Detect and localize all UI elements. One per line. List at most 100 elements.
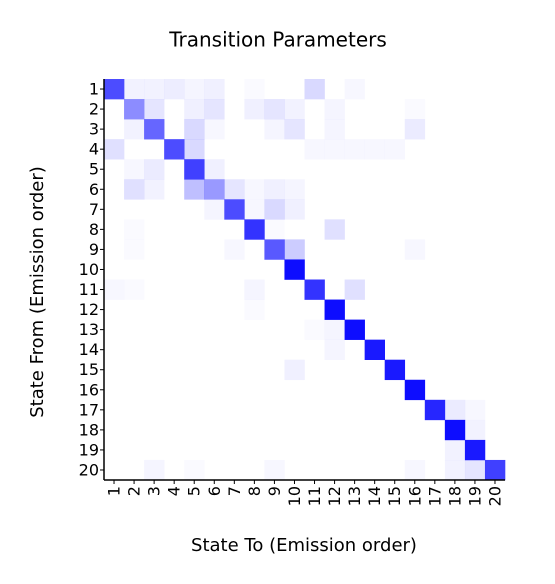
- heatmap-cell: [124, 420, 144, 440]
- heatmap-cell: [345, 440, 365, 460]
- heatmap-cell: [264, 460, 284, 480]
- heatmap-cell: [404, 119, 426, 140]
- heatmap-cell: [445, 259, 465, 279]
- heatmap-cell: [264, 360, 284, 380]
- heatmap-cell: [224, 239, 244, 259]
- heatmap-cell: [104, 79, 125, 100]
- heatmap-cell: [124, 440, 144, 460]
- heatmap-cell: [425, 119, 445, 139]
- heatmap-cell: [204, 440, 224, 460]
- heatmap-cell: [184, 219, 204, 239]
- heatmap-cell: [224, 460, 244, 480]
- heatmap-cell: [164, 259, 184, 279]
- heatmap-cell: [485, 159, 505, 179]
- heatmap-cell: [365, 79, 385, 99]
- heatmap-cell: [445, 159, 465, 179]
- heatmap-cell: [284, 159, 304, 179]
- heatmap-cell: [425, 300, 445, 320]
- heatmap-cell: [284, 359, 305, 381]
- heatmap-cell: [345, 460, 365, 480]
- heatmap-cell: [264, 79, 284, 99]
- heatmap-cell: [345, 340, 365, 360]
- x-tick-label: 1: [105, 486, 124, 496]
- heatmap-cell: [425, 99, 445, 119]
- heatmap-cell: [445, 139, 465, 159]
- heatmap-cell: [224, 420, 244, 440]
- heatmap-cell: [305, 360, 325, 380]
- heatmap-cell: [204, 159, 225, 180]
- heatmap-cell: [464, 439, 486, 461]
- heatmap-cell: [284, 239, 305, 260]
- x-tick-label: 5: [185, 486, 204, 496]
- heatmap-cell: [224, 159, 244, 179]
- heatmap-cell: [104, 239, 124, 259]
- heatmap-cell: [284, 340, 304, 360]
- heatmap-cell: [204, 99, 225, 120]
- heatmap-cell: [164, 380, 184, 400]
- heatmap-cell: [264, 139, 284, 159]
- heatmap-cell: [385, 420, 405, 440]
- x-tick-label: 19: [465, 486, 484, 506]
- x-tick-label: 8: [245, 486, 264, 496]
- heatmap-cell: [104, 400, 124, 420]
- y-tick-label: 4: [89, 140, 99, 159]
- heatmap-cell: [485, 119, 505, 139]
- heatmap-cell: [444, 399, 466, 421]
- heatmap-cell: [325, 139, 345, 159]
- heatmap-cell: [465, 280, 485, 300]
- heatmap-cell: [184, 440, 204, 460]
- heatmap-cell: [345, 259, 365, 279]
- heatmap-cell: [244, 159, 264, 179]
- y-tick-label: 1: [89, 80, 99, 99]
- x-tick-label: 10: [285, 486, 304, 506]
- x-tick-label: 13: [345, 486, 364, 506]
- heatmap-cell: [485, 420, 505, 440]
- heatmap-cell: [104, 159, 124, 179]
- x-tick-label: 17: [425, 486, 444, 506]
- heatmap-cell: [465, 380, 485, 400]
- heatmap-cell: [104, 179, 124, 199]
- heatmap-cell: [305, 380, 325, 400]
- heatmap-cell: [405, 300, 425, 320]
- heatmap-cell: [144, 320, 164, 340]
- heatmap-cell: [405, 320, 425, 340]
- heatmap-cell: [465, 239, 485, 259]
- heatmap-cell: [164, 199, 184, 219]
- heatmap-cell: [305, 99, 325, 119]
- heatmap-cell: [485, 79, 505, 99]
- x-tick-label: 15: [385, 486, 404, 506]
- heatmap-cell: [325, 199, 345, 219]
- x-tick-label: 18: [445, 486, 464, 506]
- heatmap-cell: [425, 139, 445, 159]
- y-tick-label: 16: [79, 380, 99, 399]
- x-tick-label: 7: [225, 486, 244, 496]
- x-tick-label: 14: [365, 486, 384, 506]
- heatmap-cell: [465, 219, 485, 239]
- heatmap-cell: [425, 199, 445, 219]
- heatmap-cell: [305, 179, 325, 199]
- heatmap-cell: [144, 79, 165, 100]
- heatmap-cell: [485, 239, 505, 259]
- heatmap-cell: [305, 159, 325, 179]
- heatmap-cell: [124, 99, 145, 120]
- heatmap-cell: [305, 219, 325, 239]
- heatmap-cell: [305, 119, 325, 139]
- heatmap-cell: [305, 300, 325, 320]
- heatmap-cell: [124, 300, 144, 320]
- heatmap-cell: [305, 340, 325, 360]
- heatmap-cell: [325, 239, 345, 259]
- heatmap-cell: [385, 340, 405, 360]
- heatmap-cell: [325, 280, 345, 300]
- heatmap-cell: [305, 239, 325, 259]
- heatmap-cell: [325, 259, 345, 279]
- y-tick-label: 13: [79, 320, 99, 339]
- heatmap-cell: [385, 219, 405, 239]
- heatmap-cell: [365, 280, 385, 300]
- heatmap-cell: [244, 380, 264, 400]
- heatmap-cell: [184, 159, 205, 180]
- heatmap-cell: [124, 79, 145, 100]
- heatmap-cell: [345, 420, 365, 440]
- heatmap-cell: [425, 159, 445, 179]
- y-tick-label: 7: [89, 200, 99, 219]
